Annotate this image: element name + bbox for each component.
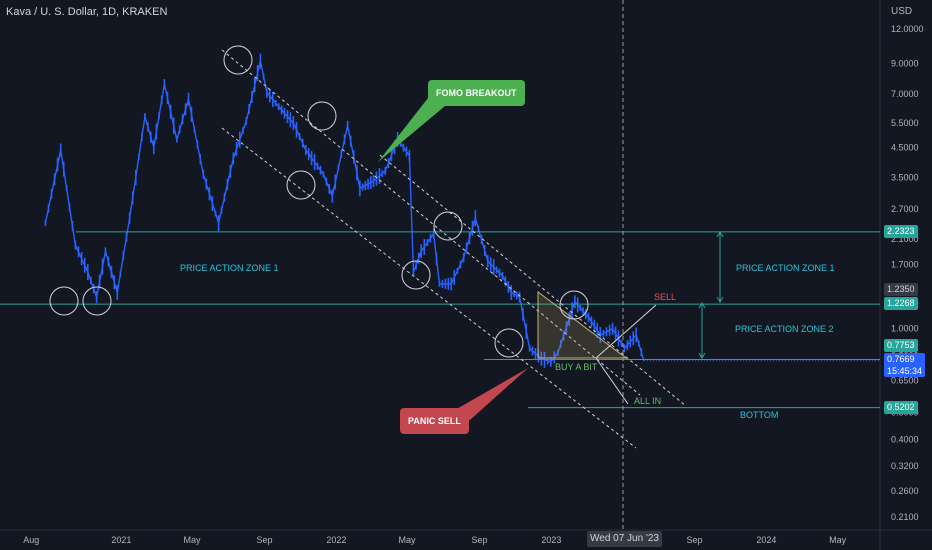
x-tick-label: 2023 <box>541 535 561 545</box>
x-tick-label: May <box>399 535 417 545</box>
zone1-left-label: PRICE ACTION ZONE 1 <box>180 263 279 273</box>
candle-countdown: 15:45:34 <box>887 366 923 376</box>
panic-pointer <box>455 368 528 420</box>
pivot-circle <box>433 211 463 241</box>
level-badge-2-2323: 2.2323 <box>884 225 918 238</box>
x-tick-label: 2024 <box>756 535 776 545</box>
pivot-circle <box>307 101 337 131</box>
arrow-head <box>698 302 706 309</box>
level-badge-0-7753: 0.7753 <box>884 339 918 352</box>
channel-line <box>221 127 637 449</box>
buy-a-bit-label: BUY A BIT <box>555 362 598 372</box>
x-tick-label: Sep <box>687 535 703 545</box>
y-tick-label: 0.2600 <box>891 486 919 496</box>
x-tick-label: 2021 <box>111 535 131 545</box>
x-tick-label: May <box>829 535 847 545</box>
arrow-head <box>716 231 724 238</box>
y-tick-label: 3.5000 <box>891 173 919 183</box>
y-tick-label: 0.3200 <box>891 461 919 471</box>
y-tick-label: 4.5000 <box>891 142 919 152</box>
sell-label: SELL <box>654 292 677 302</box>
alert-badge-1-2350: 1.2350 <box>884 283 918 296</box>
x-tick-label: Sep <box>257 535 273 545</box>
x-tick-label: Sep <box>472 535 488 545</box>
pivot-circle <box>223 45 253 75</box>
bottom-label: BOTTOM <box>740 410 779 420</box>
channel-line <box>379 154 687 407</box>
pivot-circle <box>286 170 316 200</box>
drawings <box>0 0 880 530</box>
fomo-breakout-callout: FOMO BREAKOUT <box>428 80 525 106</box>
x-tick-label: May <box>184 535 202 545</box>
crosshair-date-badge: Wed 07 Jun '23 <box>587 531 662 547</box>
y-tick-label: 7.0000 <box>891 89 919 99</box>
y-tick-label: 0.6500 <box>891 376 919 386</box>
panic-sell-callout: PANIC SELL <box>400 408 469 434</box>
pivot-circle <box>494 328 524 358</box>
zone2-right-label: PRICE ACTION ZONE 2 <box>735 324 834 334</box>
y-tick-label: 0.2100 <box>891 512 919 522</box>
level-badge-0-5202: 0.5202 <box>884 401 918 414</box>
currency-label: USD <box>891 6 913 17</box>
x-tick-label: Aug <box>23 535 39 545</box>
arrow-head <box>698 352 706 359</box>
y-tick-label: 1.7000 <box>891 260 919 270</box>
y-tick-label: 12.0000 <box>891 24 924 34</box>
y-tick-label: 2.7000 <box>891 204 919 214</box>
current-price-badge: 0.7669 15:45:34 <box>884 353 926 377</box>
y-tick-label: 2.1000 <box>891 234 919 244</box>
x-tick-label: 2022 <box>326 535 346 545</box>
level-badge-1-2268: 1.2268 <box>884 297 918 310</box>
price-line <box>44 60 645 363</box>
pivot-circle <box>559 290 589 320</box>
projection-arrow <box>595 304 657 359</box>
y-tick-label: 1.0000 <box>891 324 919 334</box>
y-tick-label: 0.4000 <box>891 434 919 444</box>
projection-arrow <box>595 357 629 405</box>
chart-title: Kava / U. S. Dollar, 1D, KRAKEN <box>6 6 168 18</box>
y-tick-label: 9.0000 <box>891 59 919 69</box>
current-price-value: 0.7669 <box>887 354 915 364</box>
arrow-head <box>716 296 724 303</box>
all-in-label: ALL IN <box>634 396 662 406</box>
y-tick-label: 5.5000 <box>891 118 919 128</box>
pivot-circle <box>82 286 112 316</box>
pivot-circle <box>401 260 431 290</box>
fomo-pointer <box>378 98 445 162</box>
pivot-circle <box>49 286 79 316</box>
zone1-right-label: PRICE ACTION ZONE 1 <box>736 263 835 273</box>
channel-line <box>221 49 641 396</box>
